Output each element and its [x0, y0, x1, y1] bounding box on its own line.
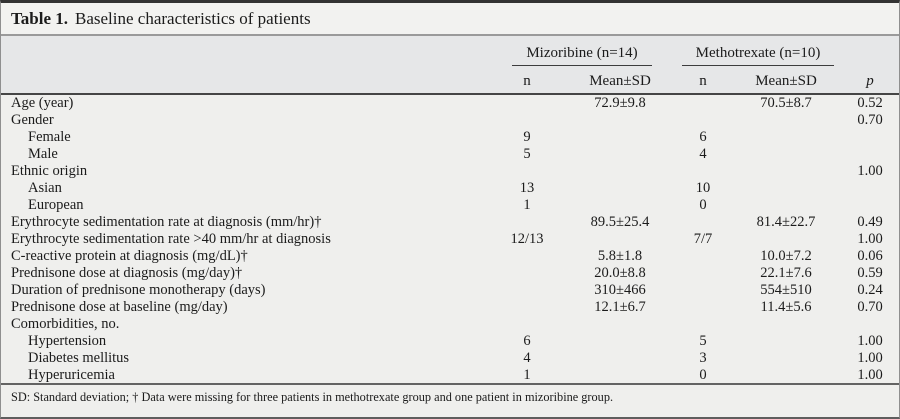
- cell-mizoribine-n: 1: [523, 367, 531, 383]
- column-header-row: n Mean±SD n Mean±SD p: [1, 69, 899, 93]
- cell-characteristic: Male: [28, 146, 58, 162]
- cell-characteristic: Female: [28, 129, 71, 145]
- column-header-meansd-mizoribine: Mean±SD: [589, 72, 651, 89]
- cell-p-value: 1.00: [857, 350, 883, 366]
- cell-mizoribine-n: 5: [523, 146, 531, 162]
- cell-characteristic: C-reactive protein at diagnosis (mg/dL)†: [11, 248, 248, 264]
- cell-methotrexate-n: 6: [699, 129, 707, 145]
- group-header-row: Mizoribine (n=14) Methotrexate (n=10): [1, 41, 899, 69]
- group-header-methotrexate-label: Methotrexate (n=10): [681, 45, 835, 66]
- table-row: Prednisone dose at diagnosis (mg/day)† 20…: [1, 265, 899, 282]
- cell-mizoribine-n: 12/13: [510, 231, 544, 247]
- cell-characteristic: Prednisone dose at diagnosis (mg/day)†: [11, 265, 243, 281]
- footnote-text: SD: Standard deviation; † Data were miss…: [11, 390, 614, 404]
- table-row: Diabetes mellitus 4 3 1.00: [1, 350, 899, 367]
- table-row: C-reactive protein at diagnosis (mg/dL)†…: [1, 248, 899, 265]
- cell-characteristic: Ethnic origin: [11, 163, 88, 179]
- table-row: European 1 0: [1, 197, 899, 214]
- cell-p-value: 1.00: [857, 231, 883, 247]
- cell-mizoribine-mean-sd: 20.0±8.8: [594, 265, 646, 281]
- table-row: Gender 0.70: [1, 112, 899, 129]
- table-title: Table 1. Baseline characteristics of pat…: [1, 3, 899, 36]
- cell-methotrexate-mean-sd: 11.4±5.6: [760, 299, 812, 315]
- cell-characteristic: Hyperuricemia: [28, 367, 115, 383]
- cell-p-value: 1.00: [857, 367, 883, 383]
- cell-p-value: 1.00: [857, 333, 883, 349]
- cell-methotrexate-mean-sd: 22.1±7.6: [760, 265, 812, 281]
- table-row: Asian 13 10: [1, 180, 899, 197]
- cell-characteristic: Hypertension: [28, 333, 107, 349]
- cell-methotrexate-n: 0: [699, 197, 707, 213]
- cell-mizoribine-mean-sd: 89.5±25.4: [590, 214, 650, 230]
- column-header-n-mizoribine: n: [523, 72, 531, 89]
- cell-mizoribine-mean-sd: 12.1±6.7: [594, 299, 646, 315]
- cell-characteristic: Erythrocyte sedimentation rate >40 mm/hr…: [11, 231, 331, 247]
- table-row: Duration of prednisone monotherapy (days…: [1, 282, 899, 299]
- cell-characteristic: Comorbidities, no.: [11, 316, 120, 332]
- cell-mizoribine-n: 1: [523, 197, 531, 213]
- cell-methotrexate-n: 0: [699, 367, 707, 383]
- table-row: Erythrocyte sedimentation rate >40 mm/hr…: [1, 231, 899, 248]
- table-row: Comorbidities, no.: [1, 316, 899, 333]
- table-row: Male 5 4: [1, 146, 899, 163]
- table-header: Mizoribine (n=14) Methotrexate (n=10) n …: [1, 36, 899, 95]
- group-header-mizoribine: Mizoribine (n=14): [489, 45, 675, 66]
- cell-characteristic: Age (year): [11, 95, 74, 111]
- table-row: Ethnic origin 1.00: [1, 163, 899, 180]
- cell-mizoribine-mean-sd: 310±466: [594, 282, 646, 298]
- cell-p-value: 0.06: [857, 248, 883, 264]
- column-header-n-methotrexate: n: [699, 72, 707, 89]
- cell-characteristic: Prednisone dose at baseline (mg/day): [11, 299, 228, 315]
- group-header-mizoribine-label: Mizoribine (n=14): [512, 45, 652, 66]
- cell-p-value: 0.70: [857, 299, 883, 315]
- cell-methotrexate-mean-sd: 81.4±22.7: [756, 214, 816, 230]
- cell-p-value: 0.24: [857, 282, 883, 298]
- table-row: Erythrocyte sedimentation rate at diagno…: [1, 214, 899, 231]
- table-row: Hyperuricemia 1 0 1.00: [1, 367, 899, 384]
- cell-p-value: 0.49: [857, 214, 883, 230]
- cell-p-value: 0.52: [857, 95, 883, 111]
- cell-p-value: 1.00: [857, 163, 883, 179]
- table-body: Age (year) 72.9±9.8 70.5±8.7 0.52 Gender 0.70…: [1, 95, 899, 383]
- table-row: Prednisone dose at baseline (mg/day) 12.1…: [1, 299, 899, 316]
- cell-characteristic: European: [28, 197, 84, 213]
- column-header-meansd-methotrexate: Mean±SD: [755, 72, 817, 89]
- column-header-p: p: [866, 72, 874, 89]
- cell-methotrexate-n: 10: [695, 180, 711, 196]
- cell-mizoribine-mean-sd: 5.8±1.8: [597, 248, 643, 264]
- cell-characteristic: Erythrocyte sedimentation rate at diagno…: [11, 214, 322, 230]
- cell-characteristic: Asian: [28, 180, 62, 196]
- cell-mizoribine-n: 9: [523, 129, 531, 145]
- cell-methotrexate-n: 3: [699, 350, 707, 366]
- cell-methotrexate-mean-sd: 10.0±7.2: [760, 248, 812, 264]
- table-row: Hypertension 6 5 1.00: [1, 333, 899, 350]
- table-row: Age (year) 72.9±9.8 70.5±8.7 0.52: [1, 95, 899, 112]
- cell-methotrexate-n: 4: [699, 146, 707, 162]
- cell-p-value: 0.59: [857, 265, 883, 281]
- table-number-label: Table 1.: [11, 8, 69, 28]
- cell-mizoribine-n: 13: [519, 180, 535, 196]
- table-title-text: Baseline characteristics of patients: [75, 8, 311, 28]
- table-footnote: SD: Standard deviation; † Data were miss…: [1, 383, 899, 417]
- cell-characteristic: Diabetes mellitus: [28, 350, 130, 366]
- cell-mizoribine-mean-sd: 72.9±9.8: [594, 95, 646, 111]
- table-row: Female 9 6: [1, 129, 899, 146]
- cell-methotrexate-n: 5: [699, 333, 707, 349]
- cell-methotrexate-mean-sd: 70.5±8.7: [760, 95, 812, 111]
- group-header-methotrexate: Methotrexate (n=10): [675, 45, 841, 66]
- cell-p-value: 0.70: [857, 112, 883, 128]
- cell-mizoribine-n: 4: [523, 350, 531, 366]
- cell-characteristic: Gender: [11, 112, 54, 128]
- cell-mizoribine-n: 6: [523, 333, 531, 349]
- cell-methotrexate-mean-sd: 554±510: [760, 282, 812, 298]
- cell-characteristic: Duration of prednisone monotherapy (days…: [11, 282, 266, 298]
- cell-methotrexate-n: 7/7: [693, 231, 713, 247]
